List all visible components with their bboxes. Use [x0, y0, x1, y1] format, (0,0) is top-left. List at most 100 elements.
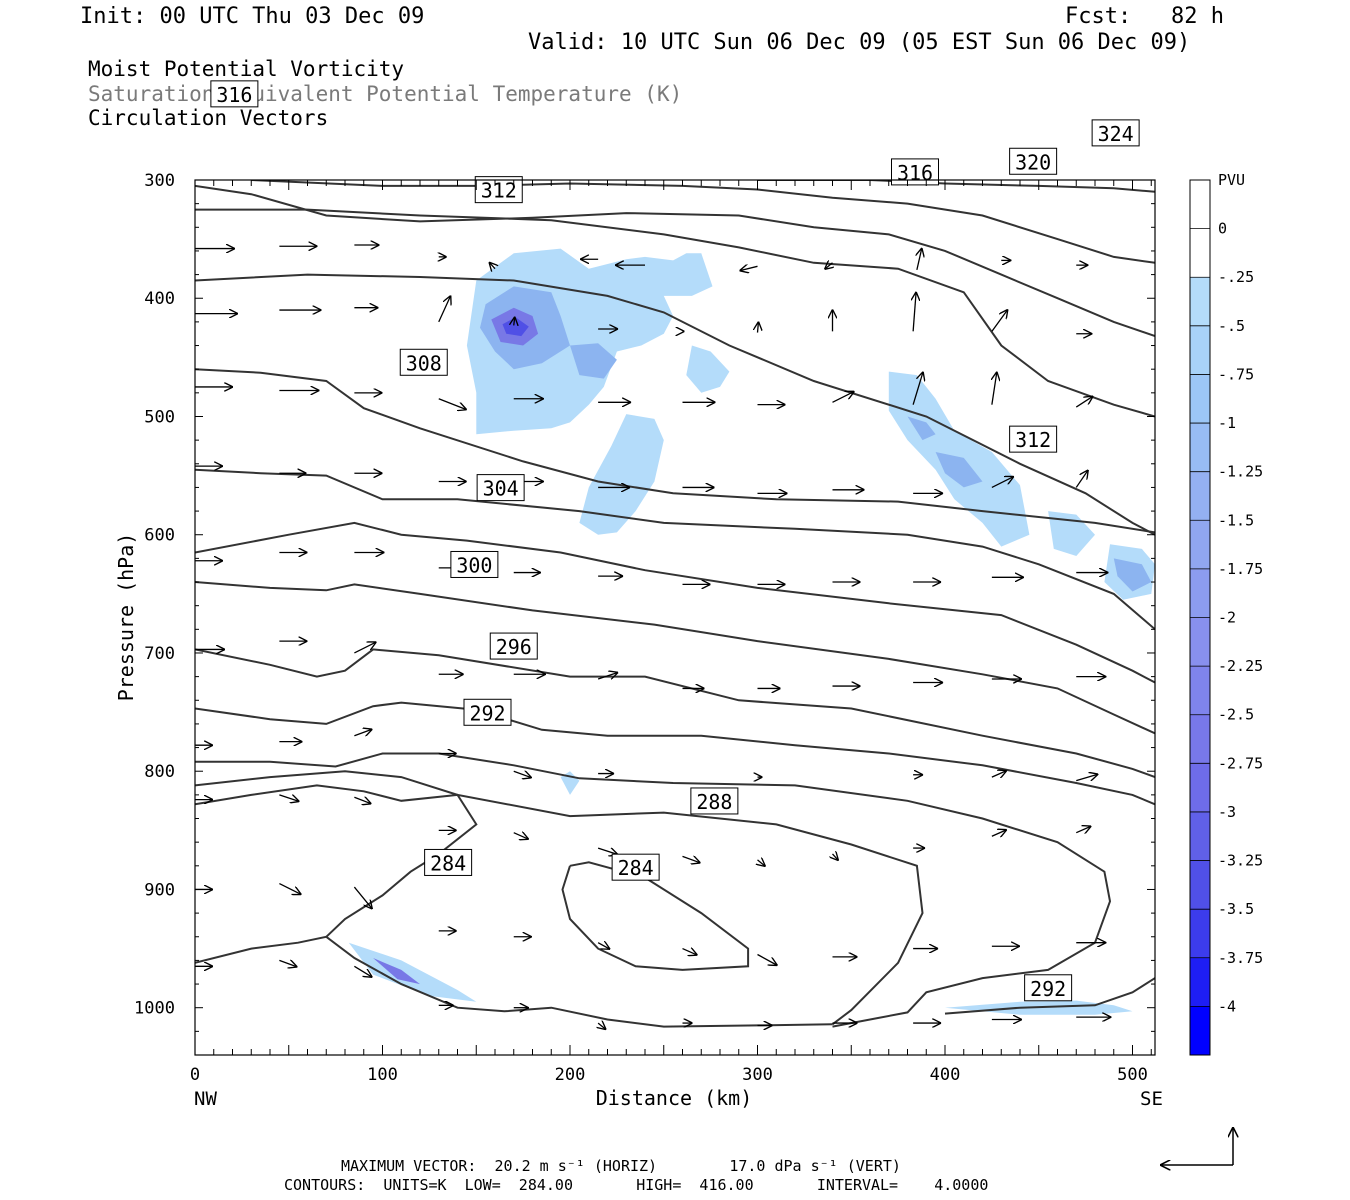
colorbar-label: -2.5 [1218, 706, 1254, 724]
reference-vector-icon [1160, 1127, 1233, 1165]
circulation-vector-65 [597, 672, 618, 680]
circulation-vector-107 [279, 960, 297, 967]
colorbar-swatch [1190, 763, 1210, 812]
pv-shading-layer [348, 248, 1155, 1015]
circulation-vector-15 [438, 295, 451, 323]
contour-label-box [1009, 425, 1058, 453]
contour-label-box [1091, 119, 1140, 147]
circulation-vector-100 [682, 949, 698, 956]
y-tick-label: 900 [144, 880, 175, 900]
colorbar-label: -1 [1218, 414, 1236, 432]
theta-contour-6 [195, 701, 1155, 806]
colorbar-unit: PVU [1218, 171, 1245, 189]
colorbar-label: -1.5 [1218, 511, 1254, 529]
colorbar-label: -2.25 [1218, 657, 1263, 675]
circulation-vector-111 [598, 1023, 606, 1030]
circulation-vector-21 [913, 292, 916, 332]
colorbar-label: -.75 [1218, 365, 1254, 383]
contour-label-box [476, 474, 525, 502]
colorbar-swatch [1190, 180, 1210, 229]
contour-label-box [424, 848, 473, 876]
x-left-label: NW [194, 1088, 217, 1110]
pv-region-13 [1113, 558, 1152, 592]
field-title-vectors: Circulation Vectors [88, 106, 329, 130]
colorbar-swatch [1190, 909, 1210, 958]
forecast-hour: Fcst: 82 h [1065, 4, 1224, 29]
circulation-vector-81 [1076, 774, 1098, 782]
contour-label-box [611, 853, 660, 881]
pv-region-15 [373, 958, 420, 985]
colorbar-label: -3.5 [1218, 900, 1254, 918]
y-tick-label: 300 [144, 171, 175, 191]
valid-time: Valid: 10 UTC Sun 06 Dec 09 (05 EST Sun … [528, 30, 1191, 55]
init-time: Init: 00 UTC Thu 03 Dec 09 [80, 4, 425, 29]
circulation-vector-88 [682, 856, 701, 863]
theta-contour-13 [195, 208, 1155, 418]
circulation-vector-4 [489, 262, 495, 269]
circulation-vector-32 [832, 391, 855, 403]
theta-contour-12 [195, 273, 1155, 536]
circulation-vector-83 [279, 794, 299, 802]
contour-layer [195, 180, 1155, 1028]
colorbar-swatch [1190, 374, 1210, 424]
colorbar-swatch [1190, 277, 1210, 326]
contour-label: 304 [483, 477, 519, 501]
y-tick-label: 800 [144, 762, 175, 782]
colorbar-label: -2.75 [1218, 754, 1263, 772]
contour-label: 316 [897, 161, 933, 185]
contour-label: 292 [469, 701, 505, 725]
y-tick-label: 600 [144, 526, 175, 546]
circulation-vector-87 [597, 847, 618, 855]
colorbar-label: -1.25 [1218, 463, 1263, 481]
colorbar-swatch [1190, 228, 1210, 278]
pv-region-16 [502, 317, 529, 337]
y-tick-label: 700 [144, 644, 175, 664]
contour-label: 300 [456, 553, 492, 577]
circulation-vector-84 [354, 797, 371, 804]
circulation-vector-90 [833, 854, 839, 861]
circulation-vector-8 [825, 263, 833, 270]
circulation-vector-7 [740, 266, 758, 270]
colorbar-swatch [1190, 423, 1210, 472]
colorbar-swatch [1190, 325, 1210, 375]
theta-contour-10 [195, 468, 1155, 631]
contour-label: 284 [618, 856, 654, 880]
max-vector-note: MAXIMUM VECTOR: 20.2 m s⁻¹ (HORIZ) 17.0 … [341, 1157, 901, 1175]
field-title-theta: Saturation Equivalent Potential Temperat… [88, 82, 683, 106]
colorbar-label: -.5 [1218, 317, 1245, 335]
colorbar-swatch [1190, 471, 1210, 521]
colorbar-swatch [1190, 811, 1210, 861]
circulation-vector-46 [991, 476, 1014, 489]
pv-region-12 [935, 452, 983, 488]
theta-contour-3 [195, 784, 924, 1026]
x-axis-label: Distance (km) [596, 1086, 753, 1110]
contour-label: 292 [1030, 977, 1066, 1001]
contour-info-note: CONTOURS: UNITS=K LOW= 284.00 HIGH= 416.… [284, 1176, 989, 1194]
pv-region-6 [348, 942, 477, 1002]
contour-label-box [690, 787, 739, 815]
theta-contour-9 [195, 521, 1155, 684]
theta-contour-16 [757, 180, 1155, 193]
colorbar-swatch [1190, 568, 1210, 618]
contour-label: 316 [216, 83, 252, 107]
x-tick-label: 0 [190, 1065, 200, 1085]
theta-contour-7 [195, 648, 1155, 779]
contour-label-box [399, 348, 448, 376]
circulation-vector-108 [354, 965, 372, 977]
contour-label-box [1024, 974, 1073, 1002]
circulation-vector-22 [991, 309, 1008, 332]
colorbar: 0 -.25 -.5 -.75 -1 -1.25 -1.5 -1.75 -2 -2.25 -2.5 -… [1189, 179, 1263, 1056]
colorbar-swatch [1190, 520, 1210, 569]
contour-label: 284 [430, 851, 466, 875]
x-tick-label: 200 [555, 1065, 586, 1085]
y-axis-label: Pressure (hPa) [114, 533, 138, 702]
colorbar-swatch [1190, 714, 1210, 764]
circulation-vector-95 [279, 882, 301, 895]
pv-region-11 [907, 416, 936, 441]
circulation-vector-96 [353, 886, 372, 909]
theta-contour-14 [195, 184, 1155, 338]
y-tick-label: 400 [144, 289, 175, 309]
contour-label: 312 [481, 179, 517, 203]
theta-contour-2 [195, 935, 833, 1028]
